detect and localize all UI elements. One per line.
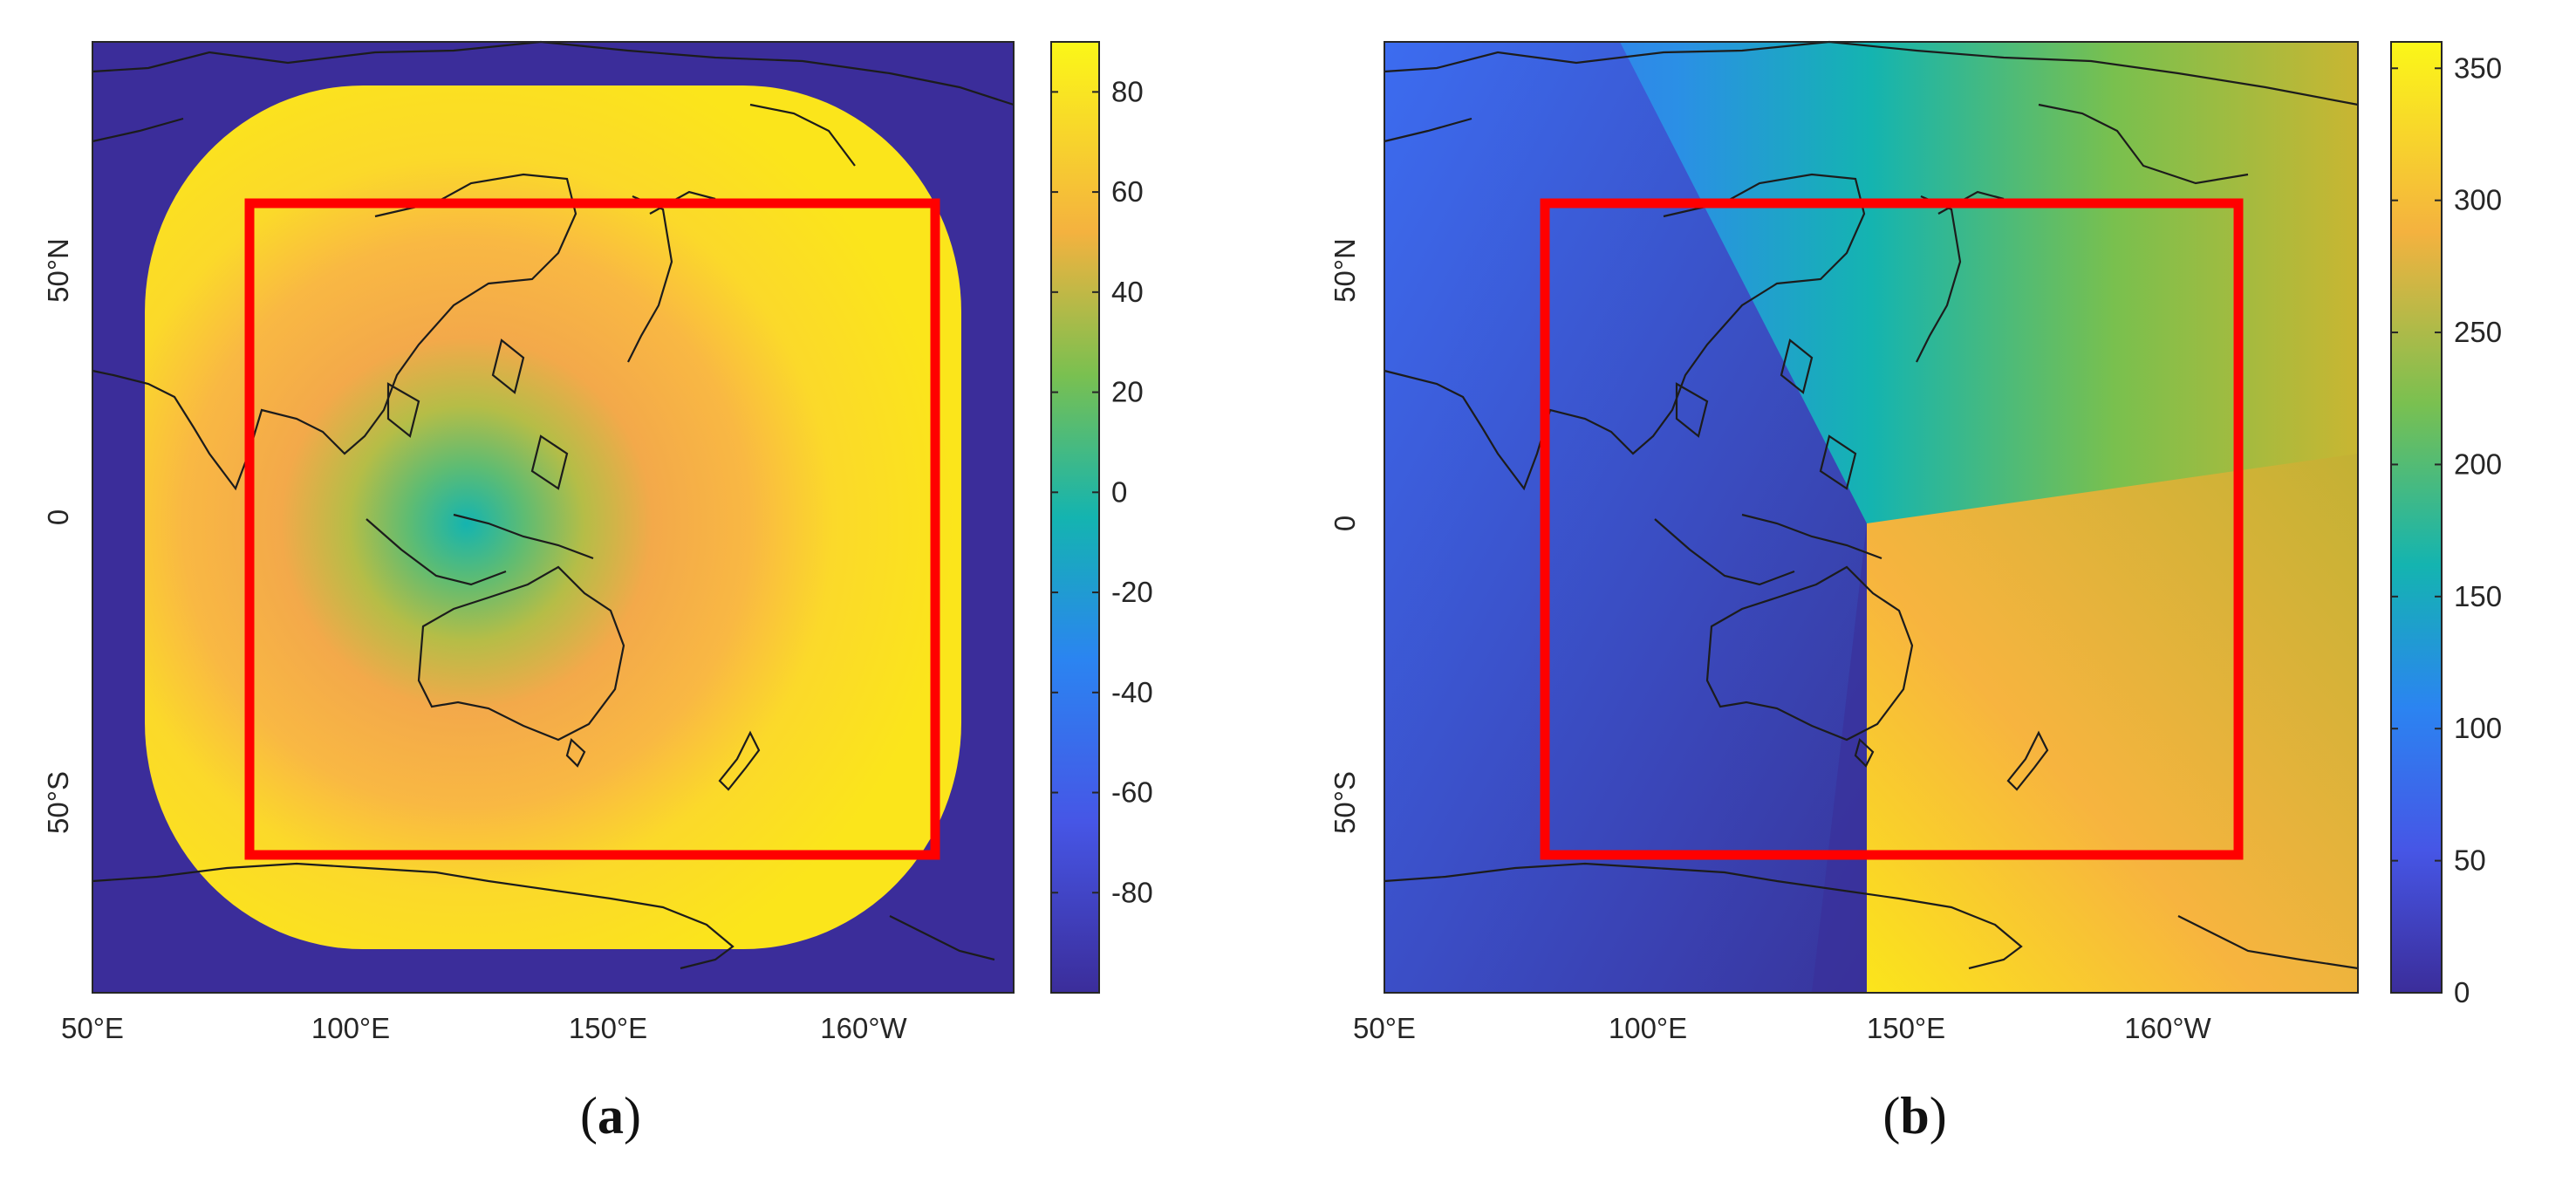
ytick-label: 50°S xyxy=(42,771,74,834)
colorbar-a xyxy=(1050,41,1100,994)
colorbar-tick-label: -40 xyxy=(1111,676,1153,708)
caption-open: ( xyxy=(1882,1087,1901,1145)
colorbar-tick-label: 150 xyxy=(2454,580,2502,612)
colorbar-tick-label: 60 xyxy=(1111,175,1144,208)
caption-a: (a) xyxy=(523,1086,698,1146)
ytick-label: 50°N xyxy=(1329,238,1361,303)
panel-b: 50°E 100°E 150°E 160°W 50°N 0 50°S 0 50 10… xyxy=(1288,0,2576,1203)
ytick-label: 50°S xyxy=(1329,771,1361,834)
colorbar-tick-label: 40 xyxy=(1111,276,1144,308)
yticks-a: 50°N 0 50°S xyxy=(42,238,74,834)
region-box-a xyxy=(244,198,940,860)
ytick-label: 0 xyxy=(42,509,74,525)
caption-letter: b xyxy=(1900,1087,1930,1145)
colorbar-tick-label: 0 xyxy=(2454,976,2470,1008)
colorbar-tick-label: 250 xyxy=(2454,316,2502,348)
xtick-label: 160°W xyxy=(2124,1012,2211,1044)
field-sector-left-b xyxy=(1384,42,1867,993)
caption-b: (b) xyxy=(1828,1086,2002,1146)
field-wedge-b xyxy=(1812,523,1867,993)
colorbar-tick-label: -20 xyxy=(1111,576,1153,608)
yticks-b: 50°N 0 50°S xyxy=(1329,238,1361,834)
xticks-b: 50°E 100°E 150°E 160°W xyxy=(1353,1012,2212,1044)
xtick-label: 100°E xyxy=(311,1012,390,1044)
caption-letter: a xyxy=(598,1087,624,1145)
colorbar-ticks-a: -80 -60 -40 -20 0 20 40 60 80 xyxy=(1051,75,1153,908)
colorbar-tick-label: -60 xyxy=(1111,776,1153,809)
caption-close: ) xyxy=(624,1087,641,1145)
xtick-label: 50°E xyxy=(1353,1012,1416,1044)
colorbar-tick-label: 300 xyxy=(2454,184,2502,216)
colorbar-tick-label: 100 xyxy=(2454,712,2502,744)
ytick-label: 50°N xyxy=(42,238,74,303)
colorbar-b xyxy=(2390,41,2443,994)
map-a: 50°E 100°E 150°E 160°W 50°N 0 50°S -80 -6… xyxy=(42,40,1153,1044)
colorbar-tick-label: 350 xyxy=(2454,51,2502,84)
colorbar-ticks-b: 0 50 100 150 200 250 300 350 xyxy=(2391,51,2502,1008)
colorbar-tick-label: 50 xyxy=(2454,844,2486,877)
map-b: 50°E 100°E 150°E 160°W 50°N 0 50°S 0 50 10… xyxy=(1329,40,2502,1044)
caption-open: ( xyxy=(580,1087,598,1145)
xtick-label: 160°W xyxy=(820,1012,907,1044)
caption-close: ) xyxy=(1929,1087,1947,1145)
xtick-label: 50°E xyxy=(61,1012,124,1044)
xticks-a: 50°E 100°E 150°E 160°W xyxy=(61,1012,908,1044)
xtick-label: 150°E xyxy=(1867,1012,1945,1044)
visible-disk-a xyxy=(145,85,961,949)
coastlines-a xyxy=(92,40,1015,970)
colorbar-tick-label: -80 xyxy=(1111,876,1153,908)
axes-frame-a xyxy=(92,41,1015,994)
xtick-label: 100°E xyxy=(1609,1012,1687,1044)
xtick-label: 150°E xyxy=(569,1012,647,1044)
colorbar-tick-label: 200 xyxy=(2454,448,2502,480)
panel-a: 50°E 100°E 150°E 160°W 50°N 0 50°S -80 -6… xyxy=(42,40,1153,1146)
colorbar-tick-label: 80 xyxy=(1111,75,1144,107)
colorbar-tick-label: 20 xyxy=(1111,376,1144,408)
ytick-label: 0 xyxy=(1329,516,1361,531)
colorbar-tick-label: 0 xyxy=(1111,475,1127,508)
field-sector-right-b xyxy=(1867,454,2358,993)
axes-frame-b xyxy=(1384,41,2359,994)
region-box-b xyxy=(1540,198,2244,860)
